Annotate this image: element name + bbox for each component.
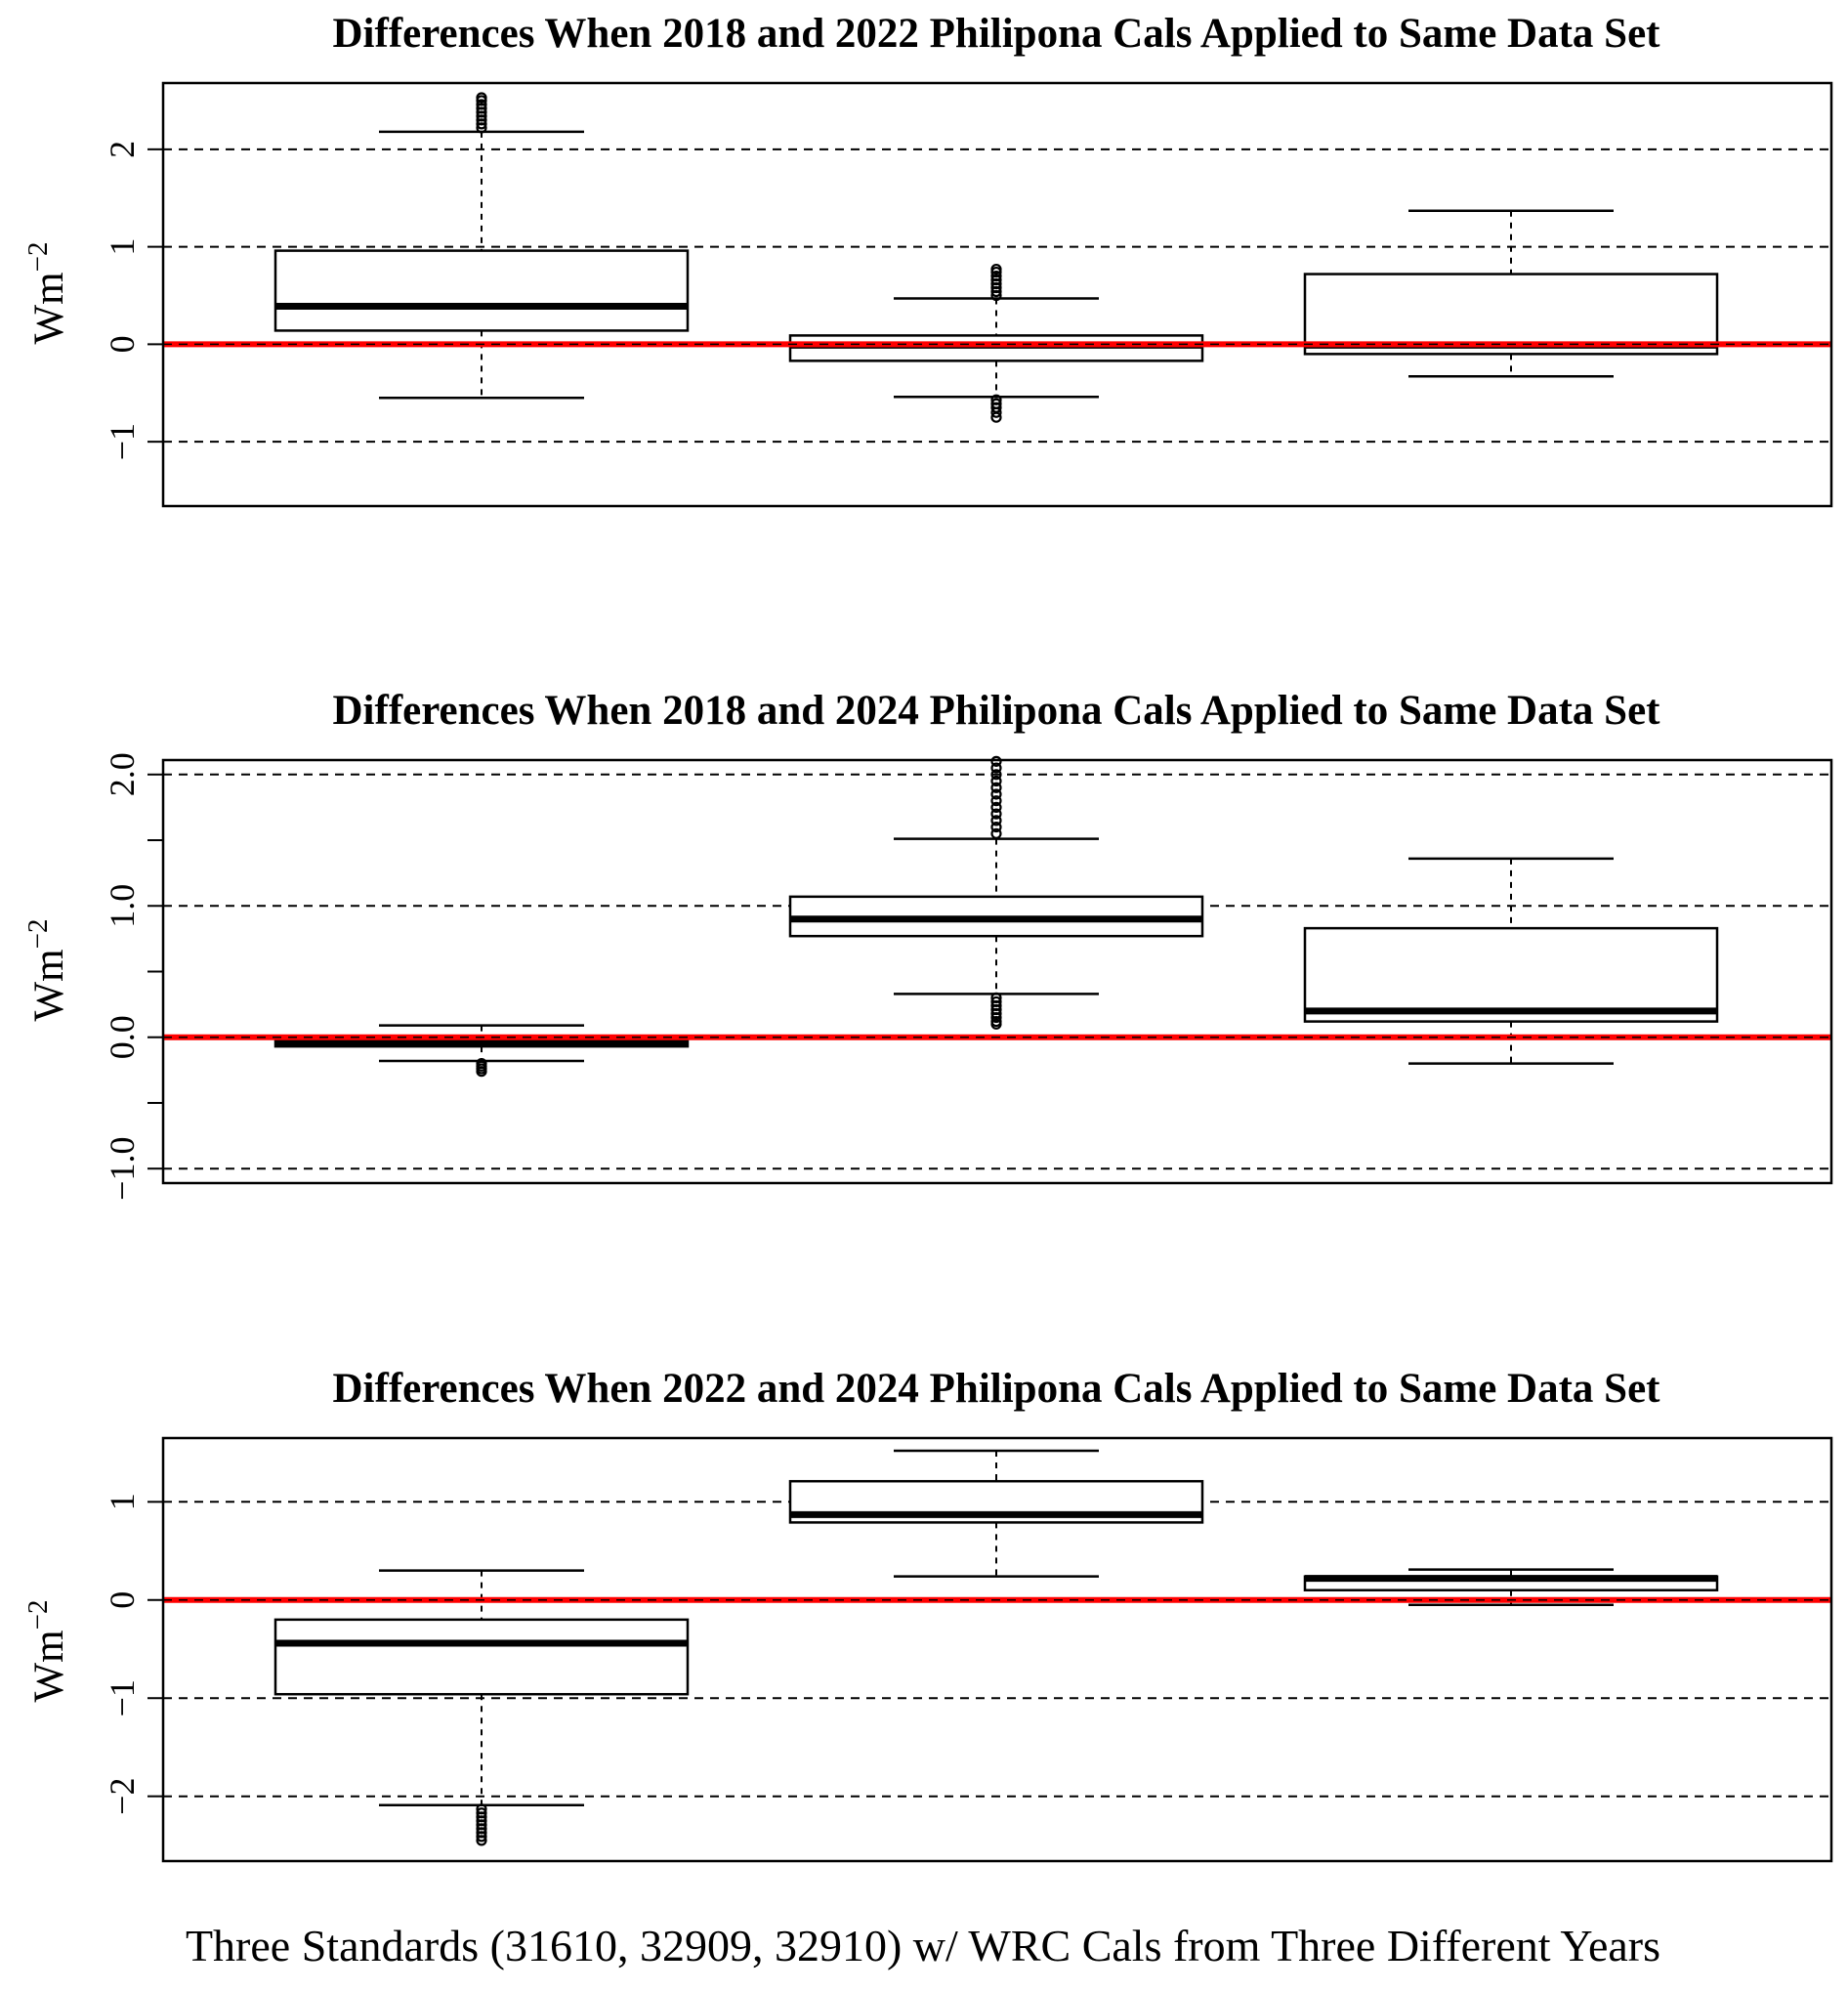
box-plot-3 <box>1303 209 1719 378</box>
outlier-point <box>476 1066 487 1078</box>
outlier-point <box>990 1018 1002 1030</box>
y-axis-label-1-exponent: −2 <box>22 242 54 273</box>
outlier-point <box>990 769 1002 781</box>
y-tick-label: −1 <box>103 423 142 460</box>
y-tick-label: 2.0 <box>103 752 142 796</box>
y-tick-label: 2 <box>103 141 142 158</box>
y-axis-label-2-base: Wm <box>26 949 72 1021</box>
outlier-point <box>990 795 1002 807</box>
outlier-point <box>476 1835 487 1846</box>
y-axis-label-2-exponent: −2 <box>22 919 54 950</box>
outlier-point <box>990 821 1002 833</box>
y-axis-label-3-base: Wm <box>26 1630 72 1702</box>
y-tick-label: −2 <box>103 1778 142 1815</box>
outlier-point <box>476 99 487 110</box>
box-plot-2 <box>788 755 1204 1030</box>
y-tick-label: 1.0 <box>103 884 142 928</box>
y-axis-label-1-base: Wm <box>26 272 72 344</box>
y-axis-ticks-1: −1 0 1 2 <box>103 141 163 460</box>
plot-frame-2 <box>161 758 1833 1185</box>
outlier-point <box>990 411 1002 423</box>
y-tick-label: 1 <box>103 1493 142 1510</box>
outlier-point <box>990 827 1002 839</box>
outlier-point <box>990 775 1002 787</box>
outlier-point <box>990 755 1002 767</box>
box-series-2 <box>273 755 1719 1078</box>
outlier-point <box>990 808 1002 820</box>
outlier-point <box>990 788 1002 800</box>
grid-lines-1 <box>163 148 1831 444</box>
box-plot-1 <box>273 1569 690 1846</box>
outlier-point <box>990 801 1002 814</box>
x-axis-caption: Three Standards (31610, 32909, 32910) w/… <box>186 1921 1660 1970</box>
box-plot-2 <box>788 1449 1204 1578</box>
chart-panel-3: Differences When 2022 and 2024 Philipona… <box>22 1366 1833 1863</box>
y-tick-label: 0 <box>103 335 142 353</box>
outlier-point <box>990 782 1002 793</box>
y-axis-ticks-2: −1.0 0.0 1.0 2.0 <box>103 752 163 1201</box>
outlier-point <box>990 270 1002 282</box>
outlier-point <box>990 406 1002 418</box>
y-tick-label: 0.0 <box>103 1015 142 1059</box>
chart-title-2: Differences When 2018 and 2024 Philipona… <box>333 688 1661 734</box>
chart-title-1: Differences When 2018 and 2022 Philipona… <box>333 11 1661 57</box>
chart-title-3: Differences When 2022 and 2024 Philipona… <box>333 1366 1661 1412</box>
box-plot-3 <box>1303 1568 1719 1607</box>
y-tick-label: 1 <box>103 238 142 256</box>
y-axis-label-1: Wm−2 <box>22 242 72 345</box>
outlier-point <box>990 815 1002 826</box>
chart-panel-2: Differences When 2018 and 2024 Philipona… <box>22 688 1833 1201</box>
y-axis-label-3: Wm−2 <box>22 1600 72 1703</box>
y-axis-label-3-exponent: −2 <box>22 1600 54 1631</box>
outlier-point <box>476 92 487 104</box>
box-plot-1 <box>273 92 690 400</box>
outlier-point <box>990 1011 1002 1024</box>
y-tick-label: −1.0 <box>103 1137 142 1201</box>
chart-panel-1: Differences When 2018 and 2022 Philipona… <box>22 11 1833 508</box>
y-axis-label-2: Wm−2 <box>22 919 72 1022</box>
iqr-box <box>273 249 690 332</box>
iqr-box <box>273 1618 690 1696</box>
outlier-point <box>990 263 1002 275</box>
outlier-point <box>990 762 1002 774</box>
y-tick-label: −1 <box>103 1679 142 1716</box>
iqr-box <box>1303 926 1719 1023</box>
y-tick-label: 0 <box>103 1591 142 1609</box>
plot-frame-1 <box>161 81 1833 508</box>
outlier-point <box>476 1831 487 1843</box>
box-plot-3 <box>1303 857 1719 1065</box>
box-plot-1 <box>273 1024 690 1078</box>
plot-frame-3 <box>161 1436 1833 1863</box>
box-series-3 <box>273 1449 1719 1846</box>
y-axis-ticks-3: −2 −1 0 1 <box>103 1493 163 1815</box>
box-series-1 <box>273 92 1719 423</box>
iqr-box <box>1303 273 1719 356</box>
